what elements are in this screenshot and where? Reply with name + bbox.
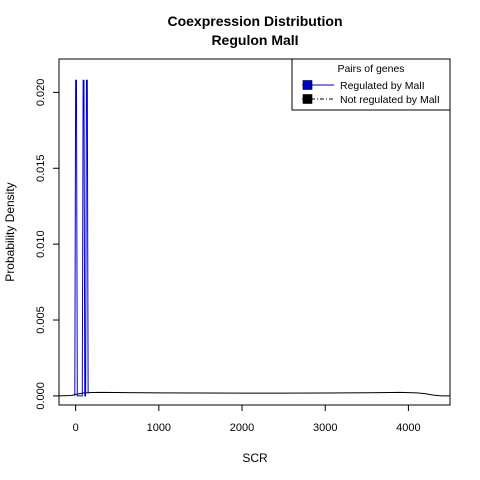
- x-tick-label: 4000: [396, 422, 420, 434]
- x-tick-label: 3000: [313, 422, 337, 434]
- x-axis-label: SCR: [242, 451, 268, 465]
- series-line-not-regulated: [59, 391, 450, 397]
- x-tick-label: 1000: [147, 422, 171, 434]
- y-tick-label: 0.010: [35, 230, 47, 258]
- legend: Pairs of genes Regulated by MalI Not reg…: [291, 58, 451, 111]
- legend-box: [291, 58, 451, 111]
- y-tick-label: 0.000: [35, 382, 47, 410]
- legend-title: Pairs of genes: [337, 63, 404, 75]
- x-tick-label: 2000: [230, 422, 254, 434]
- y-tick-label: 0.005: [35, 306, 47, 334]
- chart-title: Coexpression Distribution: [167, 13, 342, 29]
- legend-swatch-regulated: [302, 80, 313, 90]
- series-line-regulated: [74, 79, 89, 397]
- x-tick-label: 0: [73, 422, 79, 434]
- chart-subtitle: Regulon MalI: [211, 32, 298, 48]
- legend-label-regulated: Regulated by MalI: [340, 80, 425, 92]
- y-axis-label: Probability Density: [3, 182, 17, 281]
- plot-frame: [58, 58, 451, 406]
- y-tick-label: 0.015: [35, 154, 47, 182]
- legend-swatch-not-regulated: [302, 94, 313, 104]
- legend-label-not-regulated: Not regulated by MalI: [340, 94, 440, 106]
- y-tick-label: 0.020: [35, 79, 47, 107]
